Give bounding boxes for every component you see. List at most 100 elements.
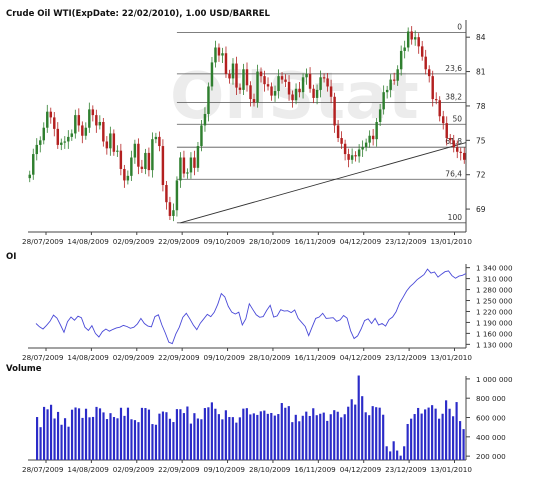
volume-bar xyxy=(305,411,308,460)
candle-body xyxy=(130,157,133,176)
volume-bar xyxy=(95,406,98,460)
candle-body xyxy=(28,174,31,179)
volume-bar xyxy=(214,408,217,460)
candle-body xyxy=(119,150,123,169)
volume-bar xyxy=(403,446,406,460)
oi-y-tick-label: 1 250 000 xyxy=(476,297,513,306)
volume-bar xyxy=(172,422,175,460)
volume-bar xyxy=(452,416,455,460)
volume-bar xyxy=(46,409,49,460)
volume-bar xyxy=(193,413,196,460)
candle-body xyxy=(133,143,137,158)
volume-bar xyxy=(126,407,130,460)
volume-bar xyxy=(340,417,343,460)
volume-bar xyxy=(56,411,60,460)
candle-body xyxy=(161,146,165,186)
volume-bar xyxy=(137,422,140,460)
candle-body xyxy=(361,147,364,150)
volume-bar xyxy=(319,413,322,460)
price-y-tick-label: 75 xyxy=(476,136,486,145)
volume-bar xyxy=(109,413,112,460)
candle-body xyxy=(364,142,368,148)
candle-body xyxy=(249,85,252,100)
candle-body xyxy=(259,71,263,77)
volume-bar xyxy=(200,419,203,460)
candle-body xyxy=(238,87,242,90)
candle-body xyxy=(126,175,130,181)
candle-body xyxy=(53,117,56,129)
volume-bar xyxy=(242,408,245,460)
price-y-tick-label: 78 xyxy=(476,102,486,111)
candle-body xyxy=(67,136,70,142)
price-x-tick-label: 23/12/2009 xyxy=(385,237,427,246)
volume-bar xyxy=(420,413,423,460)
price-y-tick-label: 72 xyxy=(476,171,486,180)
candle-body xyxy=(102,121,105,142)
volume-bar xyxy=(203,408,206,460)
price-x-tick-label: 02/09/2009 xyxy=(113,237,155,246)
volume-bar xyxy=(179,409,182,460)
volume-bar xyxy=(417,407,420,460)
volume-bar xyxy=(434,408,437,460)
candle-body xyxy=(81,125,84,136)
volume-bar xyxy=(354,404,357,460)
volume-bar xyxy=(399,455,402,460)
candle-body xyxy=(91,109,95,116)
volume-bar xyxy=(322,412,325,460)
fib-level-label: 100 xyxy=(448,213,463,222)
volume-bar xyxy=(326,420,329,460)
candle-body xyxy=(445,123,448,139)
candle-body xyxy=(392,79,396,81)
candle-body xyxy=(151,139,154,171)
candle-body xyxy=(266,84,270,87)
candle-body xyxy=(340,138,343,144)
candle-body xyxy=(424,56,427,70)
volume-bar xyxy=(392,441,395,460)
candle-body xyxy=(252,99,256,103)
volume-panel-title: Volume xyxy=(6,364,42,374)
volume-bar xyxy=(371,406,374,460)
volume-bar xyxy=(249,414,252,460)
oi-y-tick-label: 1 130 000 xyxy=(476,340,513,349)
candle-body xyxy=(231,63,235,79)
candle-body xyxy=(420,46,424,57)
volume-bar xyxy=(77,408,81,460)
volume-x-tick-label: 02/09/2009 xyxy=(113,465,155,474)
volume-bar xyxy=(144,408,147,460)
price-y-tick-label: 69 xyxy=(476,205,486,214)
candle-body xyxy=(389,79,392,90)
candle-body xyxy=(315,89,319,98)
volume-bar xyxy=(245,408,248,460)
candle-body xyxy=(431,76,434,100)
volume-bar xyxy=(36,417,39,460)
oi-x-tick-label: 22/09/2009 xyxy=(158,353,200,362)
volume-y-tick-label: 400 000 xyxy=(476,433,506,442)
price-panel: OilStat697275788184023,638,25061,876,410… xyxy=(22,20,486,246)
candle-body xyxy=(147,152,151,171)
volume-bar xyxy=(63,418,67,460)
candle-body xyxy=(305,73,308,78)
candle-body xyxy=(452,140,455,148)
volume-bar xyxy=(217,414,220,460)
candle-body xyxy=(277,76,280,92)
volume-bar xyxy=(287,406,290,460)
candle-body xyxy=(354,155,357,157)
volume-bar xyxy=(154,424,158,460)
price-x-tick-label: 22/09/2009 xyxy=(158,237,200,246)
candle-body xyxy=(449,138,452,141)
candle-body xyxy=(42,127,45,141)
fib-level-label: 50 xyxy=(452,114,462,123)
candle-body xyxy=(245,69,249,86)
volume-bar xyxy=(70,409,74,460)
candle-body xyxy=(287,81,291,95)
candle-body xyxy=(168,202,172,216)
volume-x-tick-label: 13/01/2010 xyxy=(430,465,472,474)
price-x-tick-label: 13/01/2010 xyxy=(430,237,472,246)
candle-body xyxy=(88,109,91,128)
candle-body xyxy=(434,99,438,101)
volume-bar xyxy=(123,415,126,460)
candle-body xyxy=(46,111,49,128)
candle-body xyxy=(319,77,322,90)
volume-bar xyxy=(448,408,451,460)
